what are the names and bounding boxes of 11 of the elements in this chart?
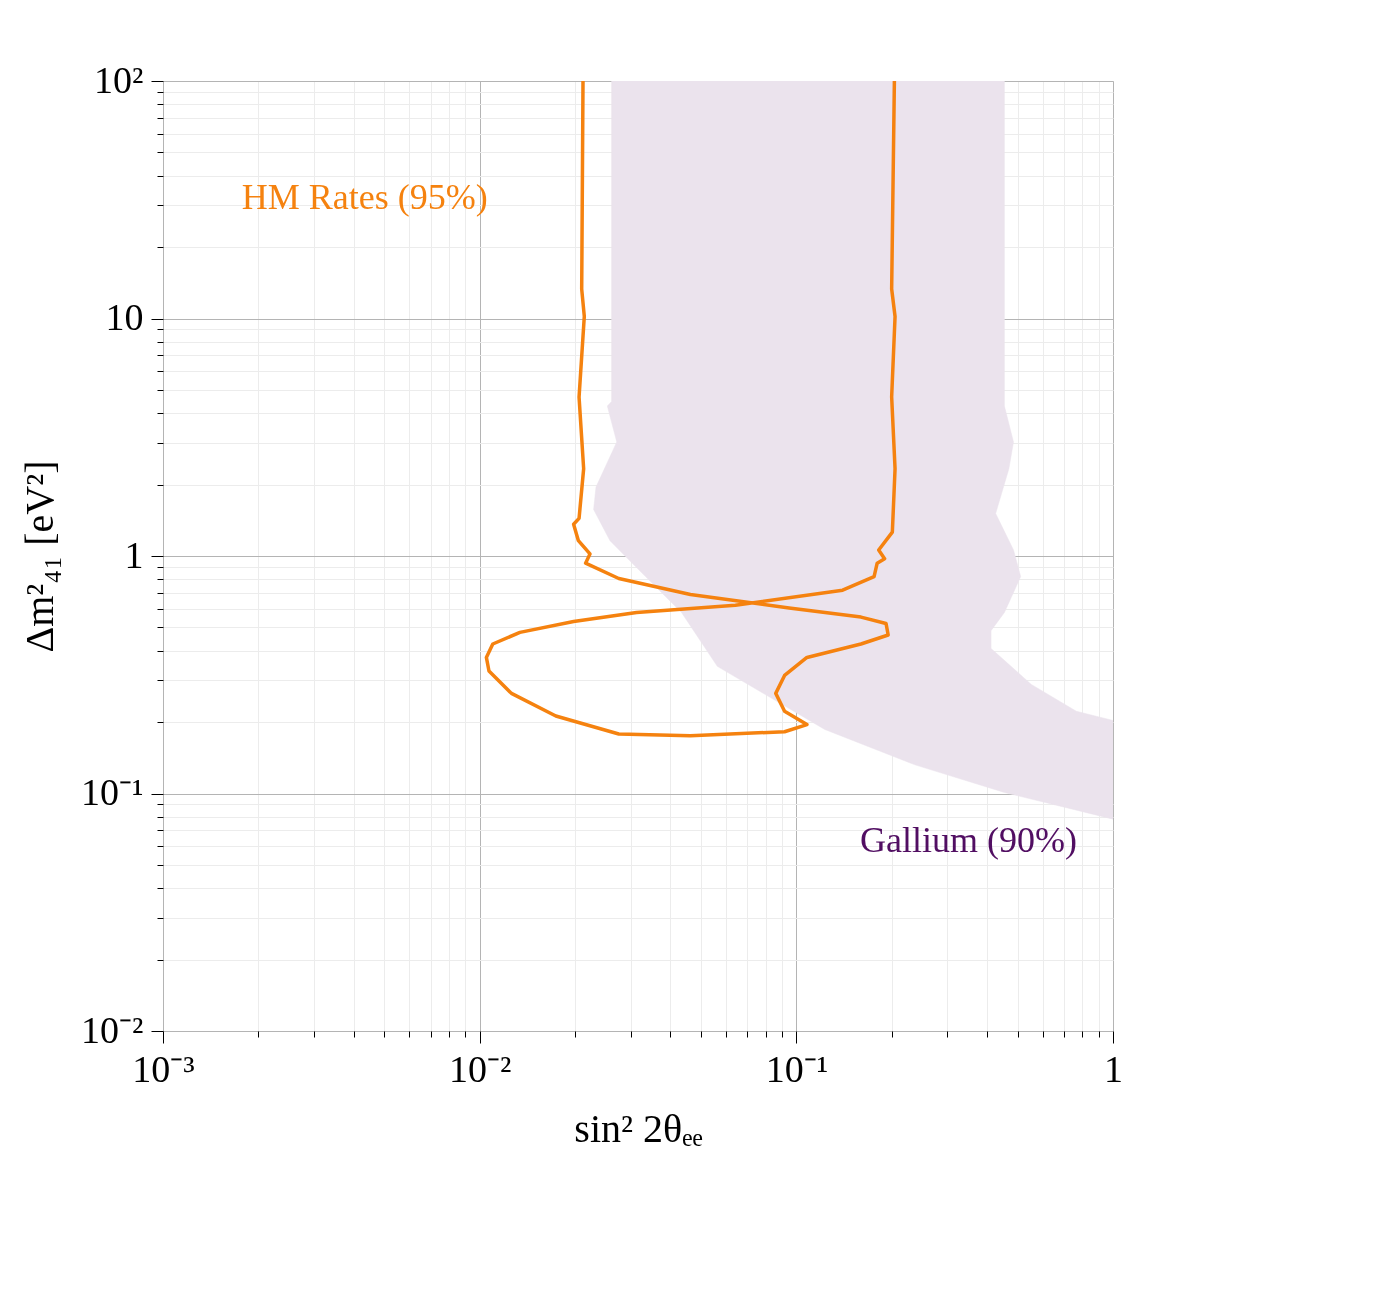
x-tick-label: 1 [1104,1047,1123,1090]
y-tick-label: 10² [94,58,144,101]
x-axis-title: sin² 2θₑₑ [574,1105,703,1151]
y-tick-label: 10⁻¹ [81,771,144,813]
series-label: Gallium (90%) [860,820,1077,860]
y-axis-title: Δm²₄₁ [eV²] [17,460,63,653]
y-tick-label: 1 [124,533,144,576]
text: HM Rates (95%) [241,176,488,217]
x-tick-label: 10⁻² [448,1047,512,1090]
y-tick-label: 10 [105,296,144,338]
x-tick-label: 10⁻¹ [765,1047,829,1090]
